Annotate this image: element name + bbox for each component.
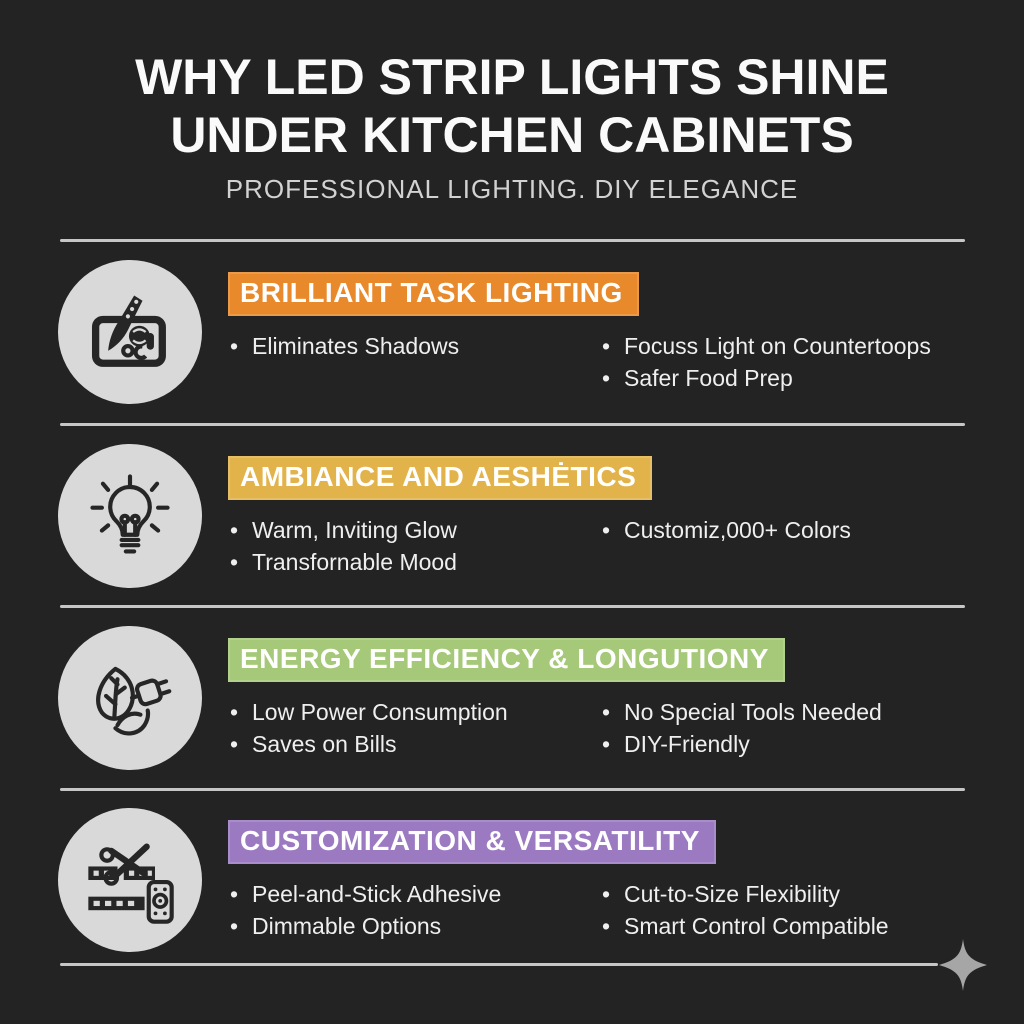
bullet-item: Saves on Bills (228, 728, 600, 760)
section-title-bar: AMBIANCE AND AESHĖTICS (228, 456, 653, 500)
bullet-list-left: Eliminates Shadows (228, 330, 600, 394)
section-energy: ENERGY EFFICIENCY & LONGUTIONY Low Power… (0, 620, 1024, 792)
divider (60, 605, 965, 608)
bullet-item: Focuss Light on Countertoops (600, 330, 980, 362)
lightbulb-icon (58, 444, 202, 588)
section-title-bar: CUSTOMIZATION & VERSATILITY (228, 820, 716, 864)
section-content: AMBIANCE AND AESHĖTICS Warm, Inviting Gl… (228, 438, 980, 578)
leaf-plug-icon (58, 626, 202, 770)
cutting-board-knife-svg (91, 295, 166, 367)
bullet-list-left: Low Power Consumption Saves on Bills (228, 696, 600, 760)
scissors-led-strip-remote-svg (88, 843, 174, 924)
section-title-bar: ENERGY EFFICIENCY & LONGUTIONY (228, 638, 785, 682)
section-content: ENERGY EFFICIENCY & LONGUTIONY Low Power… (228, 620, 980, 760)
bullet-item: Transfornable Mood (228, 546, 600, 578)
bullet-item: Peel-and-Stick Adhesive (228, 878, 600, 910)
bullet-list-left: Peel-and-Stick Adhesive Dimmable Options (228, 878, 600, 942)
section-task-lighting: BRILLIANT TASK LIGHTING Eliminates Shado… (0, 254, 1024, 426)
bullet-item: DIY-Friendly (600, 728, 980, 760)
divider (60, 963, 938, 966)
divider (60, 788, 965, 791)
leaf-plug-svg (96, 666, 172, 736)
bullet-item: No Special Tools Needed (600, 696, 980, 728)
bullet-list-right: No Special Tools Needed DIY-Friendly (600, 696, 980, 760)
bullet-item: Low Power Consumption (228, 696, 600, 728)
divider (60, 239, 965, 242)
section-ambiance: AMBIANCE AND AESHĖTICS Warm, Inviting Gl… (0, 438, 1024, 610)
header: WHY LED STRIP LIGHTS SHINE UNDER KITCHEN… (0, 48, 1024, 205)
bullet-list-right: Cut-to-Size Flexibility Smart Control Co… (600, 878, 980, 942)
bullet-list-right: Customiz,000+ Colors (600, 514, 980, 578)
bullet-item: Warm, Inviting Glow (228, 514, 600, 546)
section-title-bar: BRILLIANT TASK LIGHTING (228, 272, 639, 316)
cutting-board-knife-icon (58, 260, 202, 404)
section-content: CUSTOMIZATION & VERSATILITY Peel-and-Sti… (228, 802, 980, 942)
sparkle-icon (939, 939, 987, 991)
page-title: WHY LED STRIP LIGHTS SHINE UNDER KITCHEN… (0, 48, 1024, 164)
divider (60, 423, 965, 426)
bullet-list-left: Warm, Inviting Glow Transfornable Mood (228, 514, 600, 578)
bullet-list-right: Focuss Light on Countertoops Safer Food … (600, 330, 980, 394)
lightbulb-svg (90, 474, 170, 554)
bullet-item: Cut-to-Size Flexibility (600, 878, 980, 910)
bullet-item: Safer Food Prep (600, 362, 980, 394)
title-line-1: WHY LED STRIP LIGHTS SHINE (135, 49, 889, 105)
scissors-led-strip-remote-icon (58, 808, 202, 952)
title-line-2: UNDER KITCHEN CABINETS (170, 107, 854, 163)
section-customization: CUSTOMIZATION & VERSATILITY Peel-and-Sti… (0, 802, 1024, 974)
bullet-item: Eliminates Shadows (228, 330, 600, 362)
page-subtitle: PROFESSIONAL LIGHTING. DIY ELEGANCE (225, 174, 799, 204)
bullet-item: Customiz,000+ Colors (600, 514, 980, 546)
bullet-item: Dimmable Options (228, 910, 600, 942)
section-content: BRILLIANT TASK LIGHTING Eliminates Shado… (228, 254, 980, 394)
bullet-item: Smart Control Compatible (600, 910, 980, 942)
